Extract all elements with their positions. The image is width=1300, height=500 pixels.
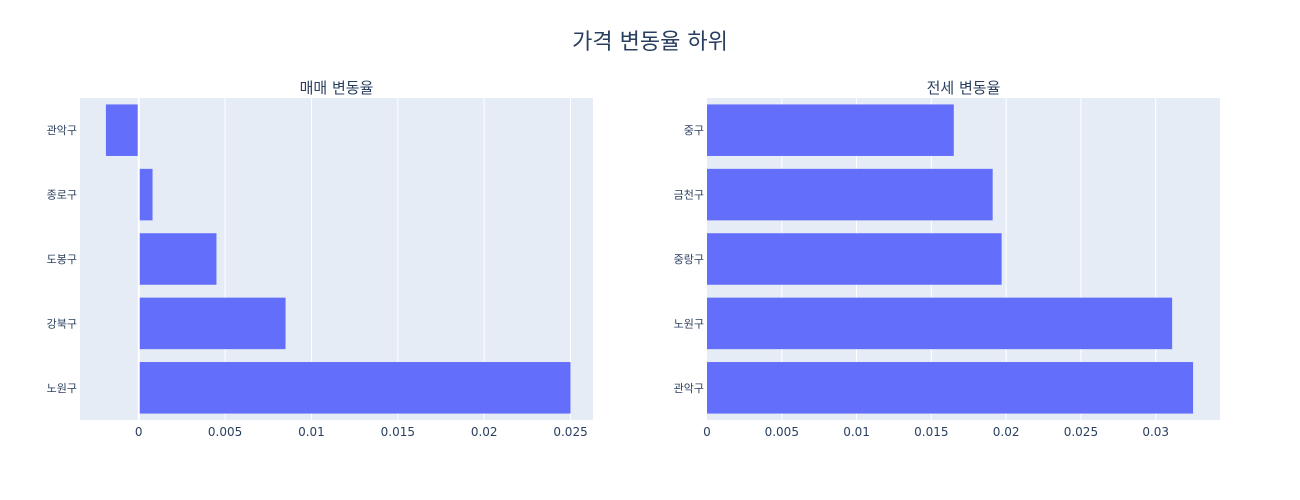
category-label: 금천구: [674, 188, 704, 202]
x-tick-label: 0.015: [381, 425, 415, 439]
bar: [707, 104, 954, 156]
category-label: 관악구: [47, 124, 77, 137]
x-tick-label: 0: [703, 425, 711, 439]
category-label: 중랑구: [674, 253, 704, 266]
category-label: 노원구: [674, 317, 704, 330]
category-label: 노원구: [47, 382, 77, 395]
bar: [138, 297, 286, 350]
bar: [707, 233, 1002, 285]
x-tick-label: 0.01: [843, 425, 870, 439]
category-label: 관악구: [674, 382, 704, 395]
bar: [707, 297, 1173, 350]
x-tick-label: 0.025: [553, 425, 587, 439]
x-tick-label: 0.02: [471, 425, 498, 439]
x-tick-label: 0.005: [208, 425, 242, 439]
bar: [138, 233, 217, 285]
x-tick-label: 0.015: [914, 425, 948, 439]
bar: [138, 362, 571, 414]
subplot-title: 매매 변동율: [300, 79, 374, 97]
category-label: 강북구: [47, 317, 77, 330]
x-tick-label: 0.01: [298, 425, 325, 439]
category-label: 중구: [684, 124, 704, 137]
bar: [707, 362, 1194, 414]
x-tick-label: 0.025: [1064, 425, 1098, 439]
bar: [105, 104, 139, 156]
chart-title: 가격 변동율 하위: [572, 30, 728, 55]
bar: [707, 168, 993, 221]
x-tick-label: 0.005: [765, 425, 799, 439]
subplot-title: 전세 변동율: [927, 79, 1001, 97]
category-label: 도봉구: [47, 253, 77, 266]
category-label: 종로구: [47, 189, 77, 202]
jeonse-change-panel: 0 0.005 0.01 0.015 0.02 0.025 0.03 중구금천구중랑구노원구관…: [674, 79, 1220, 439]
bar: [138, 168, 153, 221]
x-tick-label: 0: [135, 425, 143, 439]
x-tick-label: 0.03: [1142, 425, 1169, 439]
x-tick-label: 0.02: [993, 425, 1020, 439]
